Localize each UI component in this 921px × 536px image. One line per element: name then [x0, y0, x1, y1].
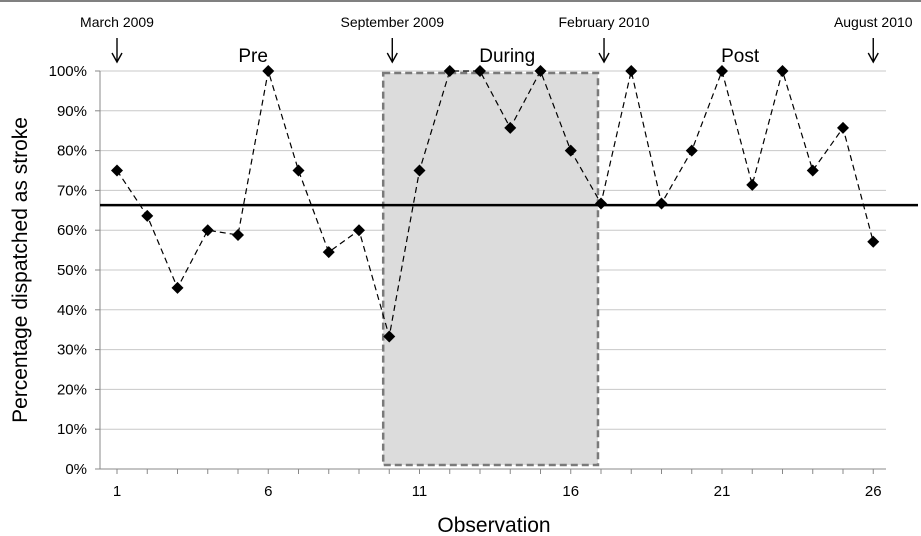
arrow-head	[867, 52, 879, 64]
y-tick-label: 10%	[57, 421, 87, 438]
data-point	[837, 121, 849, 134]
data-point	[685, 144, 698, 157]
y-tick-label: 70%	[57, 182, 87, 199]
x-tick-label: 6	[264, 483, 272, 500]
x-tick-label: 11	[412, 483, 428, 500]
during-region	[381, 71, 600, 467]
y-tick-label: 100%	[49, 63, 87, 80]
data-point	[353, 224, 365, 237]
data-point	[171, 281, 184, 294]
arrow-head	[386, 52, 398, 64]
phase-label: Pre	[238, 46, 268, 67]
data-point	[383, 330, 396, 343]
arrow-head	[111, 52, 123, 64]
data-point	[322, 246, 335, 259]
arrow-head	[598, 52, 610, 64]
data-point	[262, 65, 275, 77]
y-axis-ticks: 0% 10% 20% 30% 40% 50% 60% 70% 80% 90% 100%	[49, 63, 100, 478]
date-label: February 2010	[558, 14, 649, 30]
y-tick-label: 50%	[57, 262, 87, 279]
data-point	[504, 121, 517, 134]
phase-labels: Pre During Post	[238, 46, 760, 67]
data-point	[232, 228, 244, 241]
data-point	[776, 65, 789, 77]
data-point	[806, 164, 819, 177]
x-axis-ticks: 1 6 11 16 21 26	[113, 469, 882, 500]
x-axis-title: Observation	[437, 514, 550, 536]
data-point	[413, 164, 426, 177]
x-tick-label: 21	[714, 483, 731, 500]
x-tick-label: 26	[865, 483, 882, 500]
data-series	[111, 65, 880, 343]
y-tick-label: 80%	[57, 143, 87, 160]
y-tick-label: 40%	[57, 302, 87, 319]
y-tick-label: 30%	[57, 342, 87, 359]
y-tick-label: 60%	[57, 222, 87, 239]
phase-label: During	[479, 46, 535, 67]
shaded-region	[381, 71, 600, 467]
phase-label: Post	[721, 46, 760, 67]
date-label: September 2009	[341, 14, 445, 30]
data-point	[867, 235, 880, 248]
data-point	[443, 65, 456, 77]
data-point	[625, 65, 638, 77]
data-point	[201, 224, 214, 237]
data-point	[474, 65, 486, 77]
x-tick-label: 16	[562, 483, 579, 500]
data-point	[655, 197, 668, 210]
y-tick-label: 20%	[57, 381, 87, 398]
x-tick-label: 1	[113, 483, 121, 500]
date-markers: March 2009 September 2009 February 2010 Aug…	[80, 14, 913, 64]
data-point	[111, 164, 123, 177]
y-tick-label: 0%	[65, 461, 87, 478]
data-point	[141, 209, 154, 222]
data-point	[746, 178, 759, 191]
y-tick-label: 90%	[57, 103, 87, 120]
data-point	[595, 197, 607, 210]
data-point	[564, 144, 577, 157]
date-label: August 2010	[834, 14, 913, 30]
date-label: March 2009	[80, 14, 154, 30]
data-point	[534, 65, 547, 77]
data-point	[292, 164, 305, 177]
data-point	[716, 65, 728, 77]
y-axis-title: Percentage dispatched as stroke	[9, 117, 32, 423]
